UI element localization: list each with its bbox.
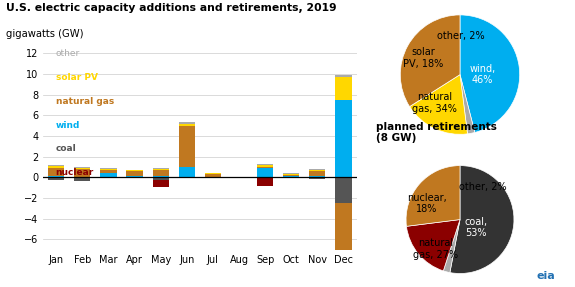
Text: other, 2%: other, 2% bbox=[438, 31, 485, 41]
Bar bbox=[257, 164, 273, 165]
Bar bbox=[179, 124, 195, 126]
Bar bbox=[309, 176, 325, 177]
Bar bbox=[283, 175, 300, 176]
Text: natural gas: natural gas bbox=[56, 97, 114, 106]
Bar bbox=[309, 177, 325, 179]
Text: coal,
53%: coal, 53% bbox=[465, 217, 488, 238]
Bar bbox=[152, 176, 168, 177]
Text: U.S. electric capacity additions and retirements, 2019: U.S. electric capacity additions and ret… bbox=[6, 3, 336, 13]
Wedge shape bbox=[406, 166, 460, 226]
Text: wind: wind bbox=[56, 121, 80, 129]
Bar bbox=[205, 173, 221, 174]
Bar bbox=[152, 170, 168, 176]
Wedge shape bbox=[443, 220, 460, 273]
Text: solar PV: solar PV bbox=[56, 73, 98, 82]
Bar bbox=[335, 77, 351, 100]
Bar bbox=[48, 166, 64, 168]
Bar bbox=[100, 170, 117, 173]
Bar bbox=[257, 168, 273, 177]
Bar bbox=[335, 177, 351, 203]
Text: solar
PV, 18%: solar PV, 18% bbox=[403, 47, 443, 69]
Bar bbox=[179, 126, 195, 167]
Text: nuclear,
18%: nuclear, 18% bbox=[407, 193, 446, 214]
Bar bbox=[335, 75, 351, 77]
Text: nuclear: nuclear bbox=[56, 168, 94, 177]
Bar bbox=[283, 177, 300, 179]
Bar bbox=[74, 168, 90, 177]
Text: other, 2%: other, 2% bbox=[459, 182, 507, 192]
Bar bbox=[309, 169, 325, 170]
Bar bbox=[100, 168, 117, 169]
Bar bbox=[100, 169, 117, 170]
Bar bbox=[335, 100, 351, 177]
Bar bbox=[283, 176, 300, 177]
Text: other: other bbox=[56, 49, 80, 58]
Bar bbox=[179, 122, 195, 124]
Bar bbox=[283, 173, 300, 174]
Bar bbox=[179, 167, 195, 177]
Wedge shape bbox=[400, 15, 460, 106]
Wedge shape bbox=[460, 15, 520, 132]
Bar bbox=[205, 174, 221, 177]
Bar bbox=[205, 177, 221, 178]
Bar bbox=[100, 177, 117, 179]
Bar bbox=[48, 165, 64, 166]
Bar bbox=[257, 165, 273, 167]
Text: coal: coal bbox=[56, 144, 76, 153]
Wedge shape bbox=[460, 75, 475, 134]
Bar bbox=[126, 177, 143, 179]
Bar bbox=[309, 171, 325, 176]
Wedge shape bbox=[409, 75, 467, 134]
Wedge shape bbox=[450, 166, 514, 274]
Bar bbox=[126, 170, 143, 171]
Bar bbox=[179, 177, 195, 179]
Text: natural
gas, 27%: natural gas, 27% bbox=[413, 238, 458, 260]
Bar bbox=[48, 177, 64, 180]
Text: natural
gas, 34%: natural gas, 34% bbox=[412, 92, 457, 114]
Bar bbox=[257, 167, 273, 168]
Bar bbox=[152, 180, 168, 187]
Bar bbox=[335, 203, 351, 250]
Text: planned retirements
(8 GW): planned retirements (8 GW) bbox=[377, 122, 497, 143]
Text: eia: eia bbox=[536, 271, 555, 281]
Bar bbox=[48, 176, 64, 177]
Bar bbox=[74, 177, 90, 181]
Bar bbox=[283, 174, 300, 175]
Text: gigawatts (GW): gigawatts (GW) bbox=[6, 29, 83, 39]
Wedge shape bbox=[407, 220, 460, 271]
Bar bbox=[309, 170, 325, 171]
Bar bbox=[152, 168, 168, 170]
Bar bbox=[257, 177, 273, 186]
Bar bbox=[152, 177, 168, 180]
Bar bbox=[48, 168, 64, 176]
Bar bbox=[100, 173, 117, 177]
Bar bbox=[74, 167, 90, 168]
Text: wind,
46%: wind, 46% bbox=[470, 64, 496, 86]
Bar bbox=[126, 176, 143, 177]
Bar bbox=[126, 171, 143, 176]
